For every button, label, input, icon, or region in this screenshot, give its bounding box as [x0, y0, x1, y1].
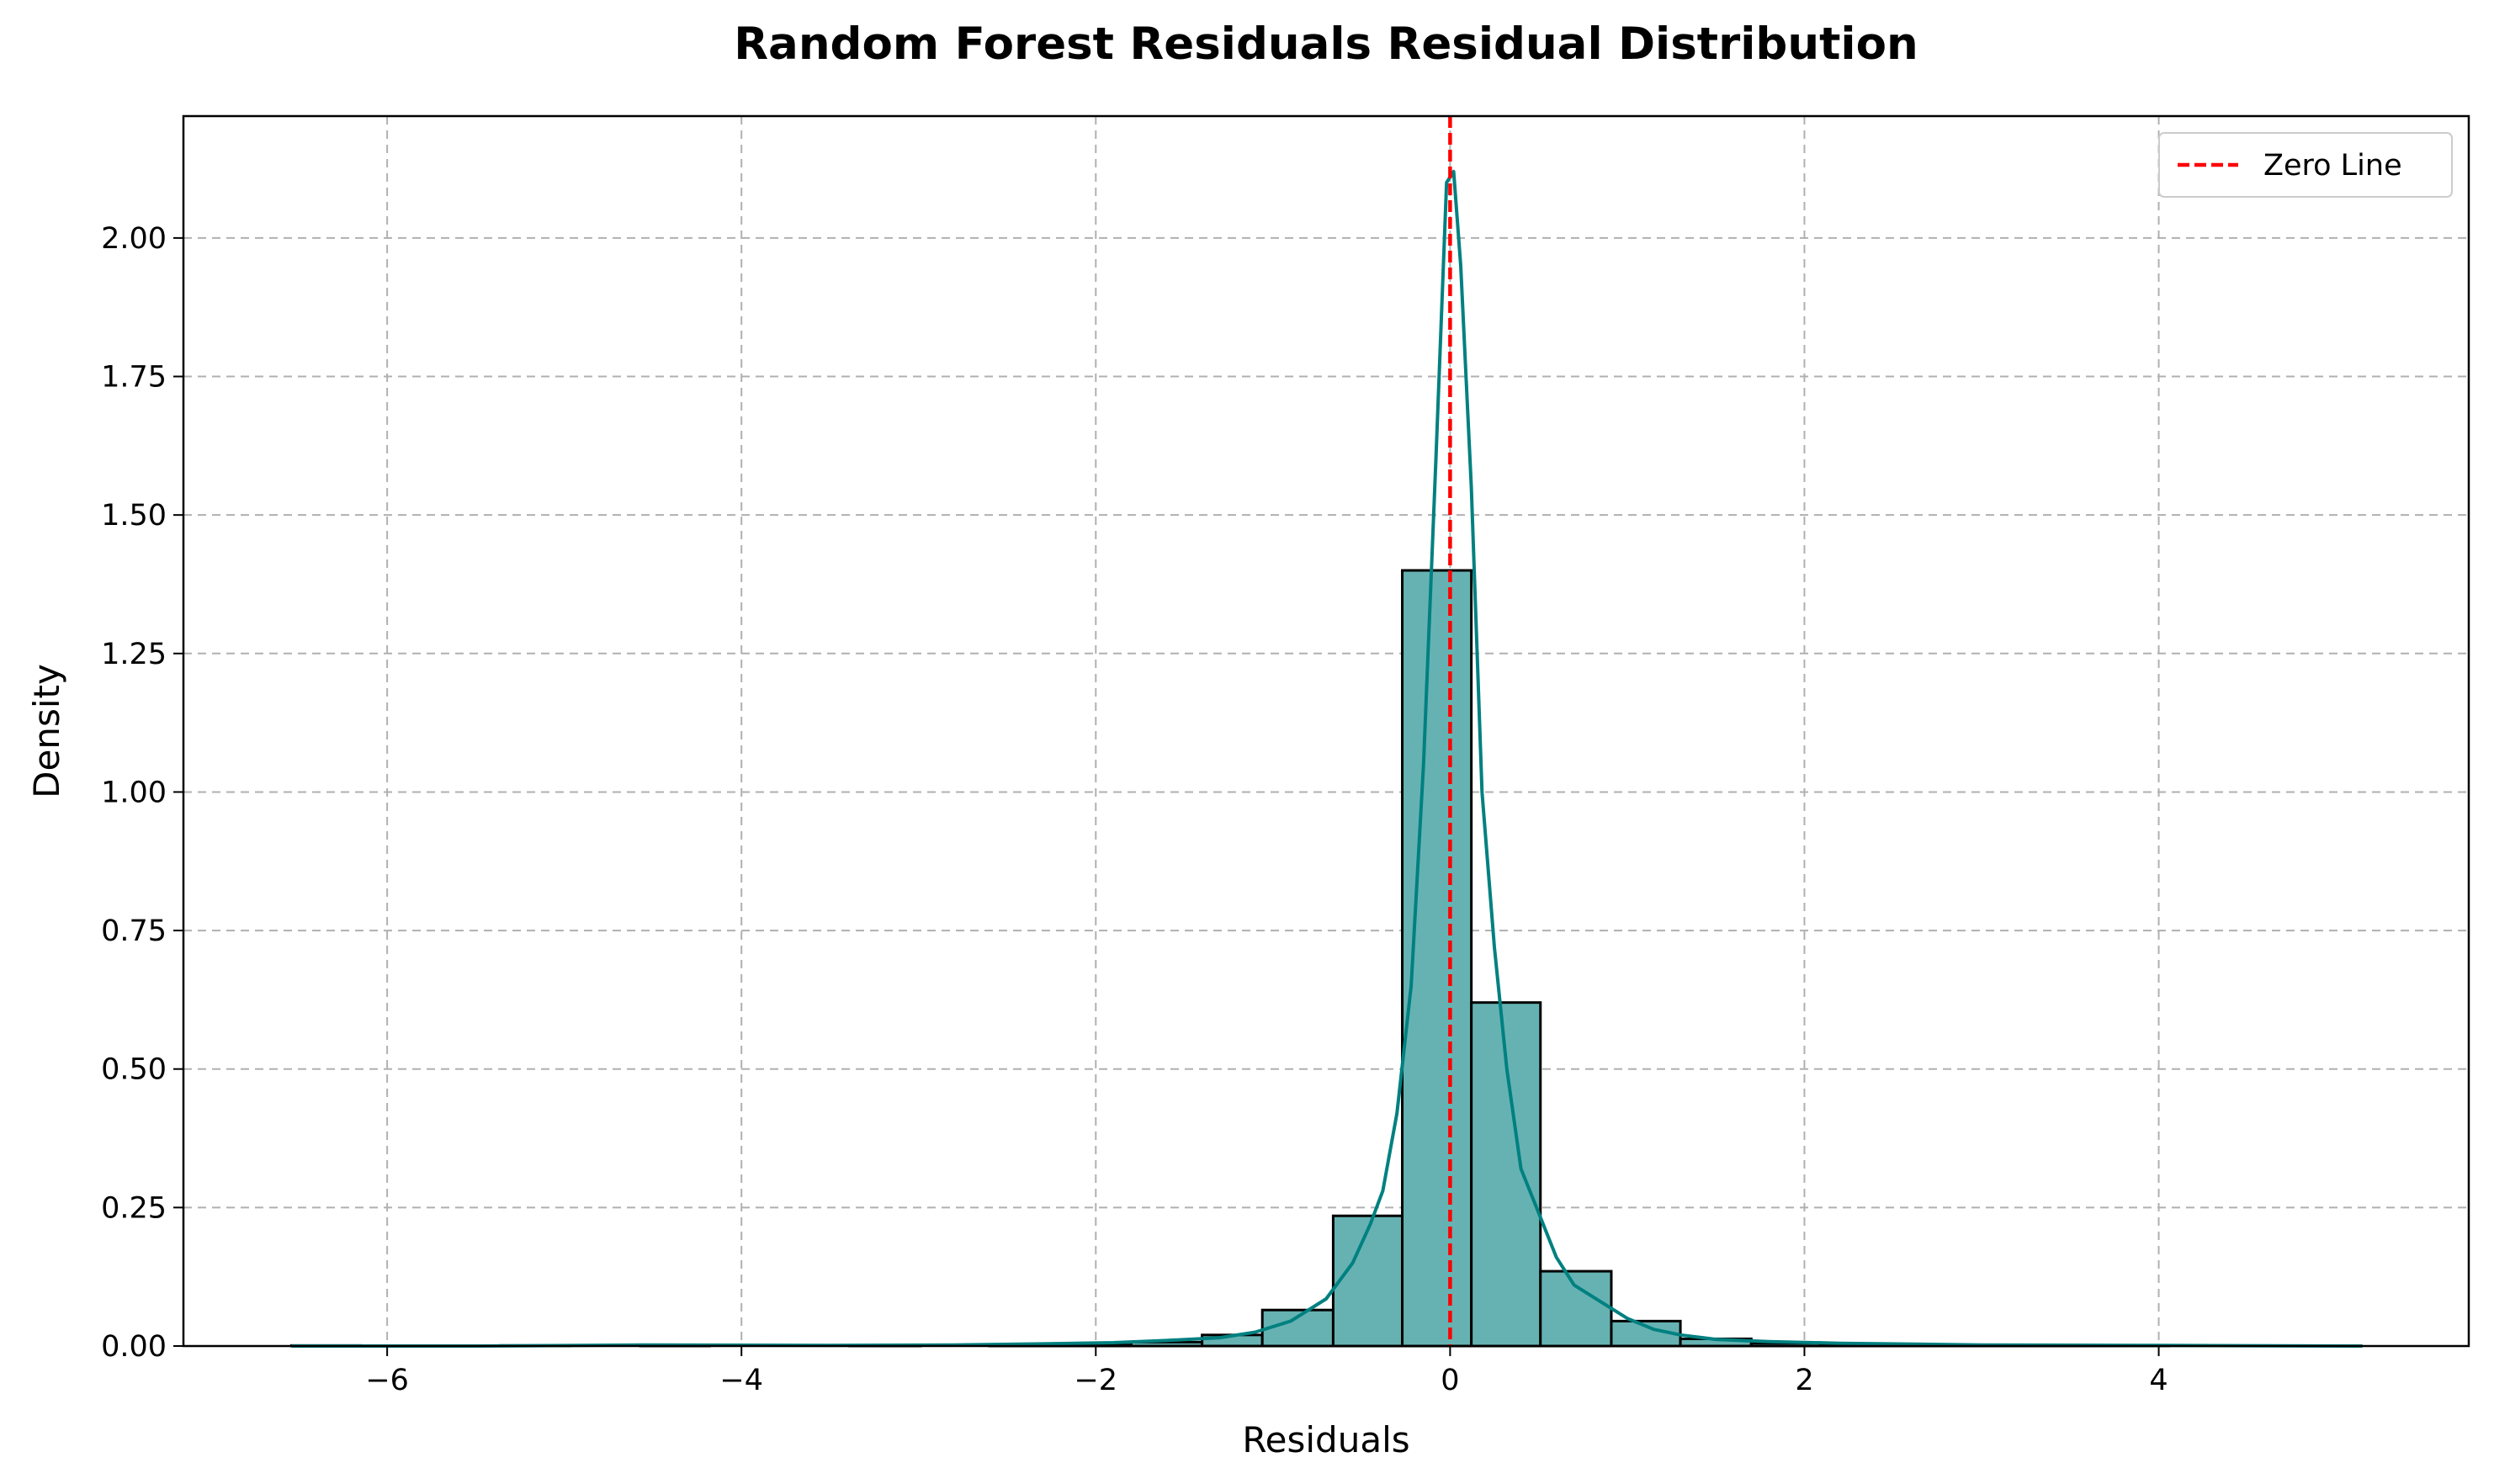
histogram-bars [289, 569, 2171, 1348]
chart-title: Random Forest Residuals Residual Distrib… [734, 19, 1918, 70]
x-tick-label: −6 [365, 1364, 409, 1397]
x-tick-label: −4 [719, 1364, 763, 1397]
histogram-bar [1539, 1269, 1613, 1348]
grid-lines [183, 116, 2469, 1347]
x-axis-label: Residuals [1242, 1419, 1409, 1460]
histogram-bar [1331, 1214, 1404, 1348]
y-tick-label: 0.75 [101, 914, 167, 948]
kde-curve [291, 169, 2363, 1348]
legend-box [2158, 132, 2453, 198]
legend-zero-line-label: Zero Line [2263, 149, 2402, 183]
x-tick-label: −2 [1074, 1364, 1117, 1397]
x-tick-label: 0 [1441, 1364, 1459, 1397]
x-tick-label: 4 [2149, 1364, 2168, 1397]
y-tick-label: 0.00 [101, 1330, 167, 1364]
x-tick-label: 2 [1795, 1364, 1813, 1397]
kde-curve-layer [291, 169, 2363, 1348]
y-tick-label: 1.00 [101, 776, 167, 809]
axes-frame [182, 114, 2470, 1348]
y-axis-ticks: 0.00 0.25 0.50 0.75 1.00 1.25 1.50 1.75 2.00 [101, 222, 183, 1364]
legend: Zero Line [2158, 132, 2453, 198]
y-tick-label: 1.25 [101, 638, 167, 671]
y-tick-label: 0.25 [101, 1191, 167, 1225]
y-tick-label: 0.50 [101, 1053, 167, 1087]
y-tick-label: 1.50 [101, 499, 167, 533]
y-axis-label: Density [26, 664, 67, 798]
x-axis-ticks: −6 −4 −2 0 2 4 [365, 1346, 2168, 1397]
y-tick-label: 1.75 [101, 361, 167, 395]
y-tick-label: 2.00 [101, 222, 167, 256]
